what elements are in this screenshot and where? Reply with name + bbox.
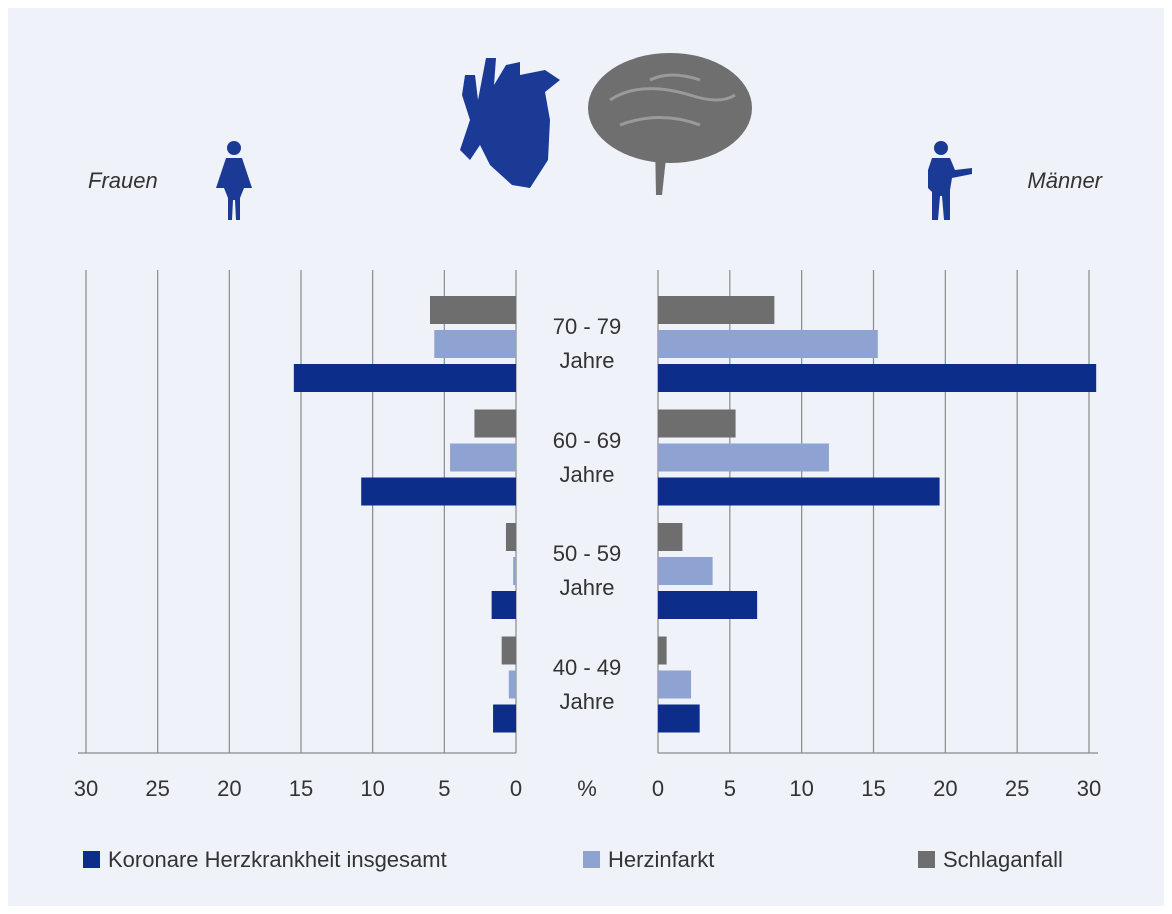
brain-stem	[655, 140, 668, 195]
bar-left	[509, 671, 516, 699]
x-tick-label-left: 25	[145, 776, 169, 801]
x-tick-label-right: 15	[861, 776, 885, 801]
man-icon	[928, 141, 972, 220]
bar-left	[294, 364, 516, 392]
x-tick-label-left: 20	[217, 776, 241, 801]
x-tick-label-left: 30	[74, 776, 98, 801]
bar-left	[502, 637, 516, 665]
bar-left	[434, 330, 516, 358]
legend-swatch	[918, 851, 935, 868]
bar-left	[506, 523, 516, 551]
x-tick-label-right: 5	[724, 776, 736, 801]
x-tick-label-right: 25	[1005, 776, 1029, 801]
unit-label: %	[577, 776, 597, 801]
bar-right	[658, 557, 713, 585]
category-label: 50 - 59 Jahre	[545, 537, 629, 605]
bar-right	[658, 637, 667, 665]
x-tick-label-left: 5	[438, 776, 450, 801]
bar-left	[450, 444, 516, 472]
category-label: 70 - 79 Jahre	[545, 310, 629, 378]
category-label: 60 - 69 Jahre	[545, 424, 629, 492]
left-label: Frauen	[88, 168, 158, 193]
x-tick-label-right: 20	[933, 776, 957, 801]
bar-right	[658, 330, 878, 358]
legend-swatch	[83, 851, 100, 868]
bar-right	[658, 410, 736, 438]
bar-right	[658, 444, 829, 472]
bar-right	[658, 478, 940, 506]
bar-left	[361, 478, 516, 506]
heart-icon	[460, 58, 560, 188]
legend-label: Herzinfarkt	[608, 847, 714, 872]
legend-label: Schlaganfall	[943, 847, 1063, 872]
x-tick-label-left: 0	[510, 776, 522, 801]
bar-left	[430, 296, 516, 324]
x-tick-label-right: 10	[789, 776, 813, 801]
x-tick-label-right: 30	[1077, 776, 1101, 801]
bar-left	[513, 557, 516, 585]
category-label: 40 - 49 Jahre	[545, 651, 629, 719]
x-tick-label-left: 10	[360, 776, 384, 801]
bar-right	[658, 296, 774, 324]
icons	[216, 53, 972, 220]
bar-right	[658, 364, 1096, 392]
bar-right	[658, 705, 700, 733]
bar-right	[658, 671, 691, 699]
page: Frauen Männer % 0 0 5 5 10 10 15 15 20 20 25 25 30 30…	[0, 0, 1172, 914]
legend-swatch	[583, 851, 600, 868]
woman-icon	[216, 141, 252, 220]
legend-label: Koronare Herzkrankheit insgesamt	[108, 847, 447, 872]
brain-icon	[588, 53, 752, 163]
bar-right	[658, 523, 682, 551]
bar-right	[658, 591, 757, 619]
bar-left	[493, 705, 516, 733]
x-tick-label-left: 15	[289, 776, 313, 801]
bar-left	[474, 410, 516, 438]
x-tick-label-right: 0	[652, 776, 664, 801]
right-label: Männer	[1027, 168, 1103, 193]
bar-left	[492, 591, 516, 619]
